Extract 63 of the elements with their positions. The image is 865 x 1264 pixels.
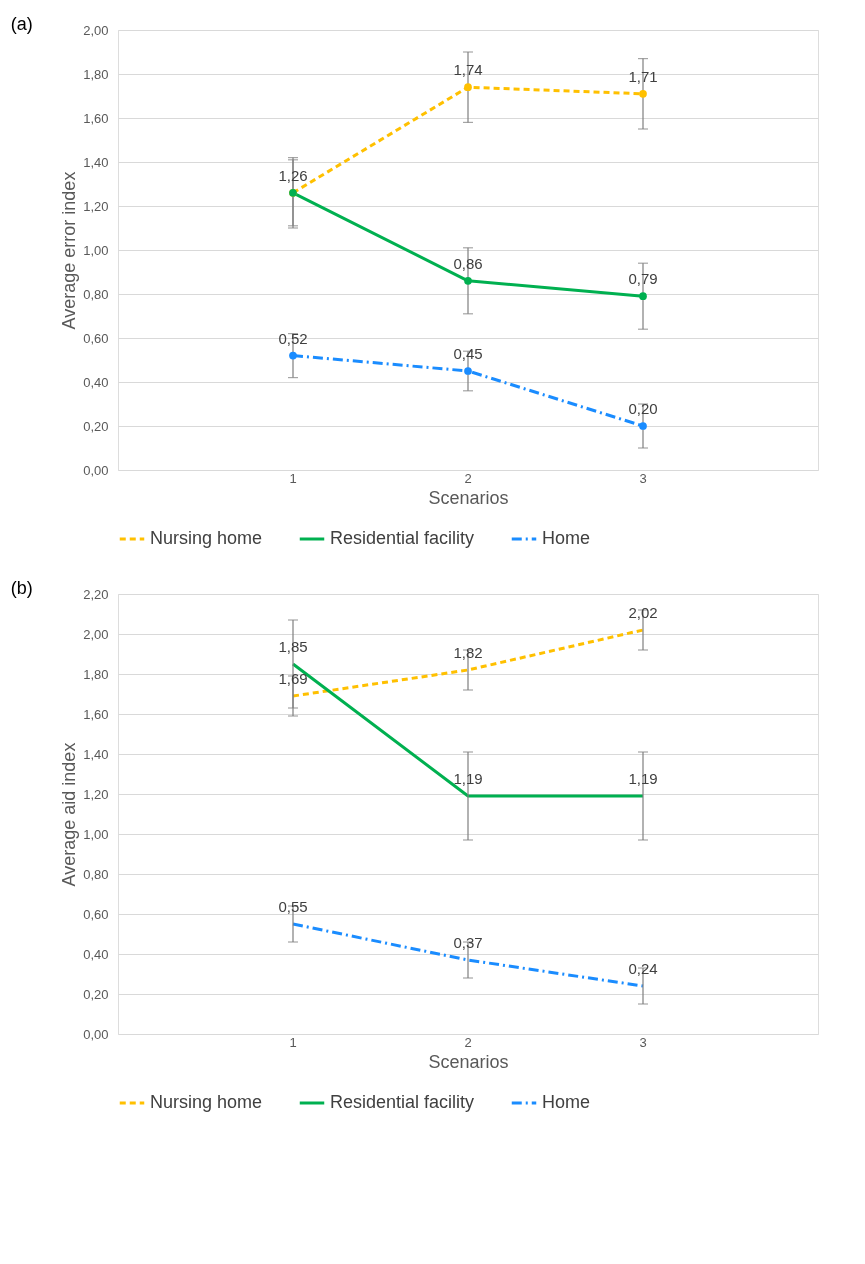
y-tick-label: 2,00 bbox=[83, 626, 109, 642]
data-label: 1,19 bbox=[453, 770, 483, 787]
point bbox=[639, 89, 647, 98]
y-tick-label: 1,20 bbox=[83, 198, 109, 214]
y-tick-label: 0,00 bbox=[83, 1026, 109, 1042]
x-tick-label: 2 bbox=[464, 470, 472, 486]
legend-label: Nursing home bbox=[150, 1092, 263, 1112]
x-axis-title: Scenarios bbox=[428, 487, 509, 508]
y-axis-title: Average aid index bbox=[59, 742, 80, 887]
y-tick-label: 2,00 bbox=[83, 22, 109, 38]
y-tick-label: 0,60 bbox=[83, 906, 109, 922]
x-axis-title: Scenarios bbox=[428, 1051, 509, 1072]
y-tick-label: 1,80 bbox=[83, 66, 109, 82]
x-tick-label: 3 bbox=[639, 1034, 647, 1050]
y-tick-label: 0,60 bbox=[83, 330, 109, 346]
y-tick-label: 2,20 bbox=[83, 586, 109, 602]
y-tick-label: 1,40 bbox=[83, 746, 109, 762]
data-label: 1,71 bbox=[628, 67, 658, 85]
data-label: 0,20 bbox=[628, 400, 658, 417]
y-axis-title: Average error index bbox=[59, 171, 80, 330]
point bbox=[464, 367, 472, 375]
data-label: 1,85 bbox=[278, 638, 308, 655]
legend-label: Residential facility bbox=[330, 528, 475, 548]
data-label: 1,19 bbox=[628, 770, 658, 787]
chart-title: (b) bbox=[10, 578, 33, 598]
y-tick-label: 1,80 bbox=[83, 666, 109, 682]
chart-title: (a) bbox=[10, 14, 33, 34]
y-tick-label: 0,80 bbox=[83, 286, 109, 302]
point bbox=[289, 351, 297, 360]
data-label: 0,86 bbox=[453, 254, 483, 272]
y-tick-label: 0,40 bbox=[83, 946, 109, 962]
y-tick-label: 1,40 bbox=[83, 154, 109, 170]
y-tick-label: 1,60 bbox=[83, 110, 109, 126]
x-tick-label: 3 bbox=[639, 470, 647, 486]
data-label: 0,55 bbox=[278, 898, 308, 915]
y-tick-label: 0,40 bbox=[83, 374, 109, 390]
legend-label: Nursing home bbox=[150, 528, 263, 548]
y-tick-label: 0,00 bbox=[83, 462, 109, 478]
point bbox=[639, 292, 647, 301]
x-tick-label: 1 bbox=[289, 1034, 297, 1050]
y-tick-label: 0,20 bbox=[83, 986, 109, 1002]
data-label: 0,37 bbox=[453, 934, 483, 951]
y-tick-label: 1,20 bbox=[83, 786, 109, 802]
legend-label: Home bbox=[542, 528, 591, 548]
data-label: 0,24 bbox=[628, 960, 658, 977]
y-tick-label: 0,80 bbox=[83, 866, 109, 882]
legend-label: Residential facility bbox=[330, 1092, 475, 1112]
data-label: 1,74 bbox=[453, 61, 483, 79]
y-tick-label: 1,60 bbox=[83, 706, 109, 722]
data-label: 0,45 bbox=[453, 345, 483, 362]
legend-label: Home bbox=[542, 1092, 591, 1112]
point bbox=[639, 422, 647, 430]
data-label: 0,52 bbox=[278, 329, 308, 347]
point bbox=[464, 83, 472, 92]
data-label: 0,79 bbox=[628, 270, 658, 288]
y-tick-label: 1,00 bbox=[83, 242, 109, 258]
y-tick-label: 0,20 bbox=[83, 418, 109, 434]
y-tick-label: 1,00 bbox=[83, 826, 109, 842]
data-label: 2,02 bbox=[628, 604, 658, 621]
x-tick-label: 1 bbox=[289, 470, 297, 486]
data-label: 1,82 bbox=[453, 644, 483, 661]
point bbox=[464, 276, 472, 285]
x-tick-label: 2 bbox=[464, 1034, 472, 1050]
